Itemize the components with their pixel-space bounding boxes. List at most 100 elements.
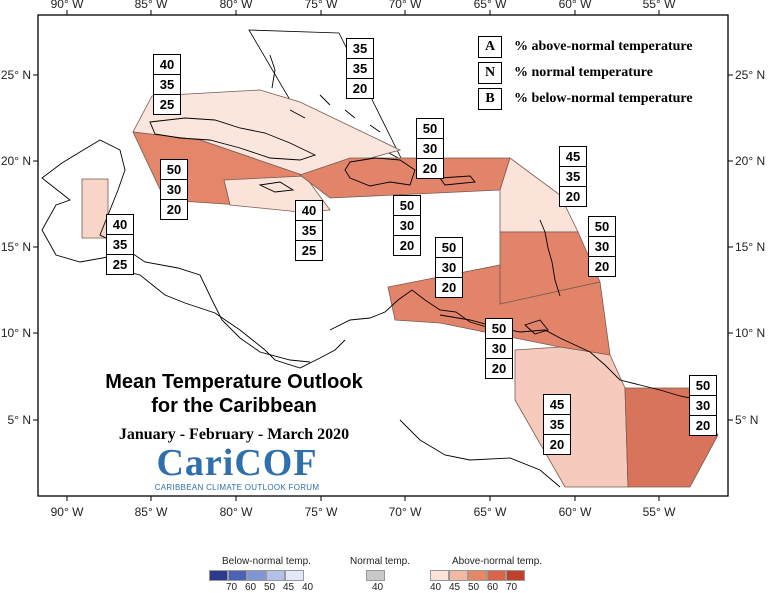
- above-label-0: 40: [430, 582, 442, 593]
- normal-title: Normal temp.: [350, 556, 411, 567]
- lat-ticks-right: 25° N 20° N 15° N 10° N 5° N: [735, 68, 765, 427]
- tick-marks: [33, 10, 733, 501]
- zone-belize: [81, 178, 109, 239]
- above-label-2: 50: [468, 582, 480, 593]
- key-row-normal: N % normal temperature: [478, 60, 693, 86]
- prob-above: 35: [352, 41, 368, 56]
- below-swatch-4: [285, 570, 304, 581]
- normal-label: 40: [372, 582, 384, 593]
- lon-tick-top-60: 60° W: [559, 0, 592, 11]
- prob-below: 25: [154, 94, 180, 114]
- prob-normal: 35: [544, 414, 570, 434]
- prob-above: 50: [695, 378, 711, 393]
- lat-tick-25: 25° N: [1, 68, 31, 82]
- key-letter-above: A: [478, 36, 502, 58]
- prob-box-trinidad: 50 30 20: [485, 318, 513, 379]
- prob-box-belize: 40 35 25: [106, 214, 134, 275]
- caricof-logo: CariCOF CARIBBEAN CLIMATE OUTLOOK FORUM: [147, 443, 327, 492]
- lon-tick-55: 55° W: [643, 505, 676, 519]
- prob-below: 25: [107, 254, 133, 274]
- above-swatch-1: [449, 570, 468, 581]
- prob-above: 40: [301, 203, 317, 218]
- prob-box-north-leewards: 45 35 20: [559, 146, 587, 207]
- above-swatch-0: [430, 570, 449, 581]
- prob-normal: 30: [417, 138, 443, 158]
- key-row-above: A % above-normal temperature: [478, 34, 693, 60]
- below-normal-title: Below-normal temp.: [222, 556, 311, 567]
- lon-tick-top-55: 55° W: [643, 0, 676, 11]
- prob-box-caribbean-south: 50 30 20: [435, 237, 463, 298]
- above-label-3: 60: [487, 582, 499, 593]
- prob-below: 20: [560, 186, 586, 206]
- prob-normal: 30: [161, 179, 187, 199]
- key-text-normal: % normal temperature: [514, 65, 653, 80]
- prob-below: 20: [486, 358, 512, 378]
- below-swatch-3: [266, 570, 285, 581]
- above-swatch-3: [487, 570, 506, 581]
- key-text-below: % below-normal temperature: [514, 91, 693, 106]
- prob-normal: 35: [107, 234, 133, 254]
- prob-below: 20: [544, 434, 570, 454]
- prob-box-cuba-north: 40 35 25: [153, 54, 181, 115]
- above-label-1: 45: [449, 582, 461, 593]
- prob-box-guyana: 45 35 20: [543, 394, 571, 455]
- coast-hispaniola: [344, 157, 416, 187]
- below-label-1: 60: [245, 582, 257, 593]
- lat-tick-right-25: 25° N: [735, 68, 765, 82]
- prob-above: 45: [549, 397, 565, 412]
- coast-trinidad: [524, 319, 549, 335]
- lat-tick-10: 10° N: [1, 326, 31, 340]
- coast-central-america: [99, 149, 311, 363]
- prob-below: 20: [417, 158, 443, 178]
- below-label-2: 50: [264, 582, 276, 593]
- prob-above: 40: [159, 57, 175, 72]
- lon-tick-90: 90° W: [51, 505, 84, 519]
- prob-below: 20: [690, 415, 716, 435]
- key-letter-normal: N: [478, 62, 502, 84]
- prob-box-puerto-rico: 50 30 20: [393, 195, 421, 256]
- prob-below: 20: [347, 78, 373, 98]
- prob-normal: 35: [347, 58, 373, 78]
- key-letter-below: B: [478, 88, 502, 110]
- lon-tick-85: 85° W: [135, 505, 168, 519]
- prob-below: 20: [436, 277, 462, 297]
- lon-tick-75: 75° W: [305, 505, 338, 519]
- prob-box-leewards: 50 30 20: [588, 216, 616, 277]
- coast-puerto-rico: [439, 175, 476, 186]
- above-swatch-2: [468, 570, 487, 581]
- prob-normal: 35: [560, 166, 586, 186]
- lat-tick-right-5: 5° N: [735, 413, 758, 427]
- above-label-4: 70: [506, 582, 518, 593]
- prob-box-suriname: 50 30 20: [689, 375, 717, 436]
- prob-above: 50: [399, 198, 415, 213]
- prob-below: 20: [161, 199, 187, 219]
- lat-ticks-left: 25° N 20° N 15° N 10° N 5° N: [1, 68, 31, 427]
- prob-normal: 30: [486, 338, 512, 358]
- prob-normal: 30: [589, 236, 615, 256]
- map-title-line1: Mean Temperature Outlook: [105, 371, 363, 393]
- prob-box-bahamas: 35 35 20: [346, 38, 374, 99]
- lat-tick-5: 5° N: [8, 413, 31, 427]
- below-swatch-0: [209, 570, 228, 581]
- prob-normal: 35: [296, 220, 322, 240]
- below-swatch-2: [247, 570, 266, 581]
- lon-tick-top-65: 65° W: [474, 0, 507, 11]
- prob-box-jamaica: 40 35 25: [295, 200, 323, 261]
- map-title-line2: for the Caribbean: [151, 395, 317, 417]
- prob-normal: 35: [154, 74, 180, 94]
- coast-panama-colombia: [329, 289, 491, 331]
- coast-lesser-antilles: [539, 219, 561, 297]
- prob-normal: 30: [436, 257, 462, 277]
- prob-below: 20: [589, 256, 615, 276]
- logo-name: CariCOF: [156, 442, 318, 484]
- lon-tick-top-85: 85° W: [135, 0, 168, 11]
- prob-above: 50: [422, 121, 438, 136]
- prob-box-cuba-south: 50 30 20: [160, 159, 188, 220]
- lat-tick-15: 15° N: [1, 240, 31, 254]
- prob-above: 50: [491, 321, 507, 336]
- lat-tick-right-15: 15° N: [735, 240, 765, 254]
- coast-bahamas-islands: [269, 54, 381, 133]
- prob-normal: 30: [394, 215, 420, 235]
- logo-forum: CARIBBEAN CLIMATE OUTLOOK FORUM: [154, 483, 320, 492]
- lon-tick-top-80: 80° W: [220, 0, 253, 11]
